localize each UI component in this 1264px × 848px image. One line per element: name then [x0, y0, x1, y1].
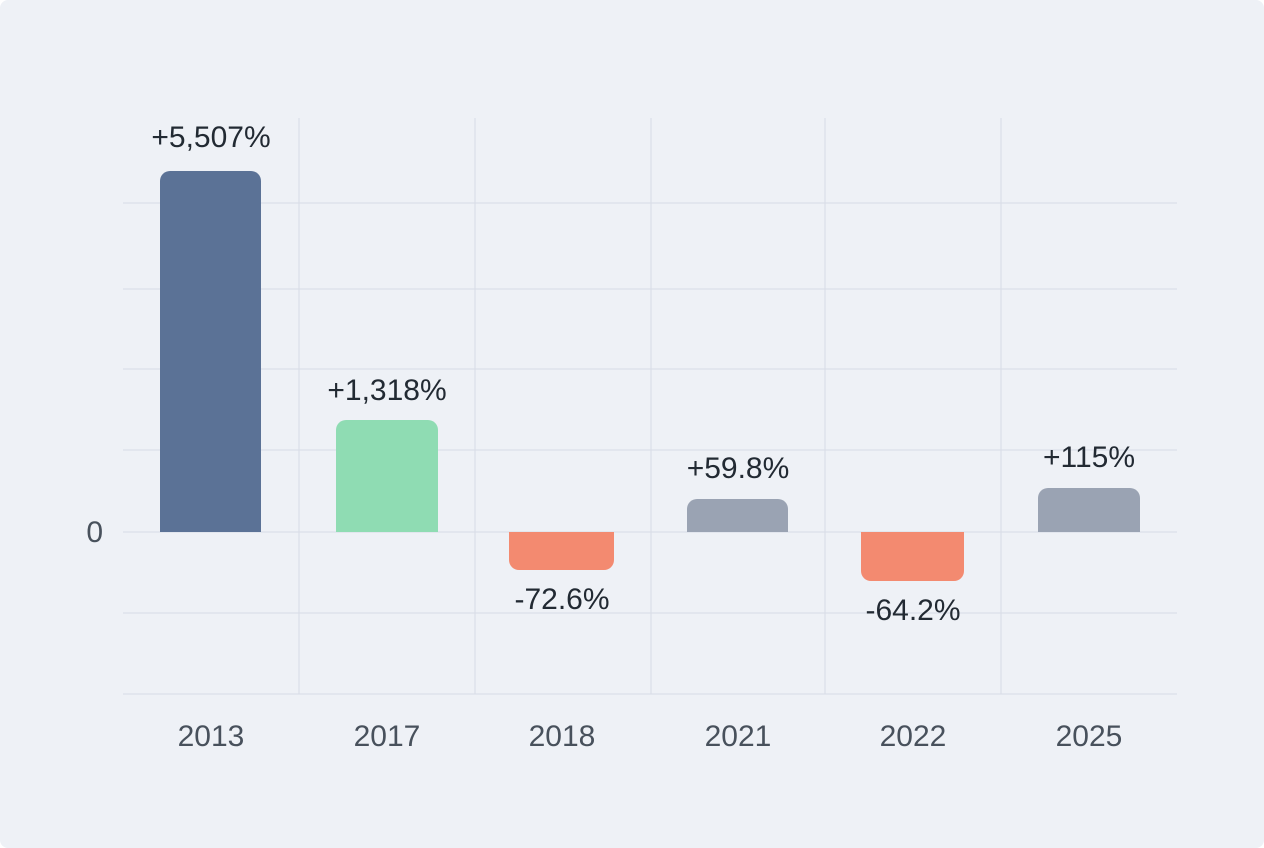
svg-text:-72.6%: -72.6% — [514, 583, 609, 616]
svg-text:0: 0 — [86, 516, 103, 549]
svg-text:2017: 2017 — [354, 720, 421, 753]
svg-text:2018: 2018 — [529, 720, 596, 753]
svg-text:-64.2%: -64.2% — [865, 594, 960, 627]
svg-text:+1,318%: +1,318% — [327, 374, 446, 407]
svg-text:2021: 2021 — [705, 720, 772, 753]
svg-text:2025: 2025 — [1056, 720, 1123, 753]
svg-text:2022: 2022 — [880, 720, 947, 753]
svg-text:+115%: +115% — [1043, 441, 1135, 474]
svg-text:2013: 2013 — [178, 720, 245, 753]
svg-text:+5,507%: +5,507% — [151, 121, 270, 154]
svg-text:+59.8%: +59.8% — [687, 452, 790, 485]
